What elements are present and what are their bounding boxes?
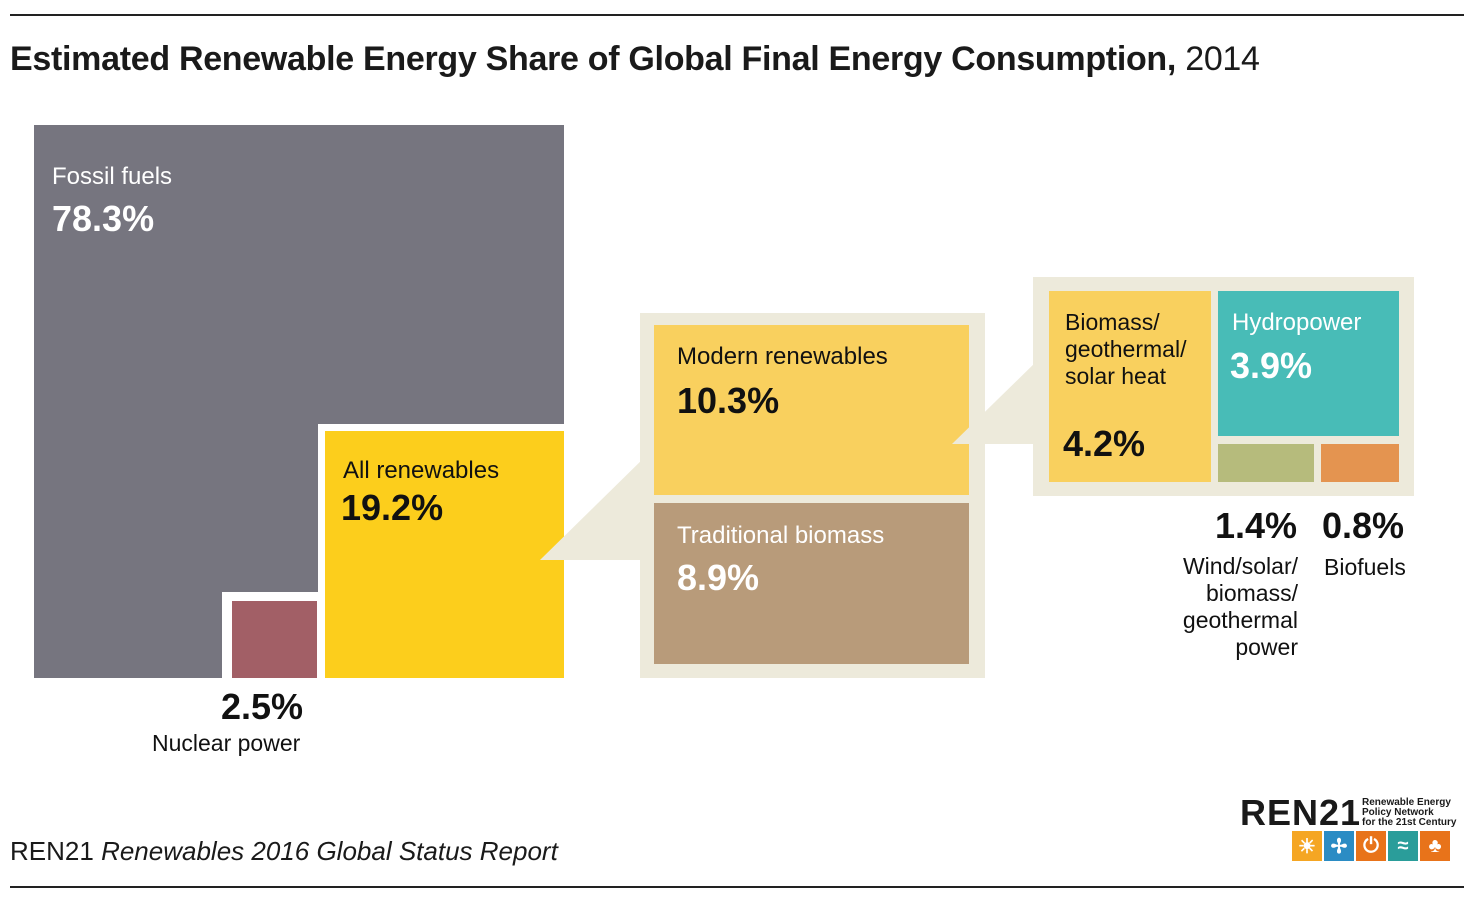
all-renewables-block [325, 431, 564, 678]
sun-icon: ☀ [1292, 831, 1322, 861]
chart-title-year: 2014 [1185, 40, 1260, 78]
renewables-callout-pointer [540, 452, 650, 560]
wind-solar-label: Wind/solar/ biomass/ geothermal power [1182, 553, 1298, 660]
heat-value: 4.2% [1063, 423, 1146, 464]
fossil-fuels-label: Fossil fuels [52, 163, 173, 190]
biofuels-label: Biofuels [1324, 554, 1406, 580]
top-rule [10, 14, 1464, 16]
ren21-logo-icons: ☀ ✢ ⏻ ≈ ♣ [1292, 831, 1450, 861]
source-report: Renewables 2016 Global Status Report [101, 836, 558, 866]
wind-turbine-icon: ✢ [1324, 831, 1354, 861]
biofuels-block [1321, 444, 1399, 482]
traditional-biomass-block [654, 503, 969, 664]
hydropower-label: Hydropower [1232, 309, 1362, 336]
leaf-icon: ♣ [1420, 831, 1450, 861]
heat-block [1049, 291, 1211, 482]
nuclear-block [232, 601, 317, 678]
nuclear-value: 2.5% [221, 686, 304, 727]
fossil-fuels-value: 78.3% [52, 198, 155, 239]
hydropower-value: 3.9% [1230, 345, 1313, 386]
traditional-biomass-label: Traditional biomass [677, 522, 885, 549]
nuclear-label: Nuclear power [152, 730, 301, 756]
power-icon: ⏻ [1356, 831, 1386, 861]
source-org: REN21 [10, 836, 94, 866]
heat-label: Biomass/ geothermal/ solar heat [1065, 309, 1187, 389]
modern-renewables-value: 10.3% [677, 380, 780, 421]
chart-title: Estimated Renewable Energy Share of Glob… [10, 40, 1260, 79]
modern-renewables-block [654, 325, 969, 495]
all-renewables-value: 19.2% [341, 487, 444, 528]
traditional-biomass-value: 8.9% [677, 557, 760, 598]
modern-renewables-label: Modern renewables [677, 343, 888, 370]
biofuels-value: 0.8% [1322, 505, 1405, 546]
bottom-rule [10, 886, 1464, 888]
chart-title-main: Estimated Renewable Energy Share of Glob… [10, 40, 1177, 78]
wind-solar-value: 1.4% [1215, 505, 1298, 546]
ren21-logo-tagline: Renewable Energy Policy Network for the … [1362, 797, 1457, 828]
all-renewables-label: All renewables [343, 457, 500, 484]
source-line: REN21 Renewables 2016 Global Status Repo… [10, 836, 558, 867]
waves-icon: ≈ [1388, 831, 1418, 861]
modern-callout-pointer [952, 358, 1040, 444]
wind-solar-block [1218, 444, 1314, 482]
ren21-logo-word: REN21 [1240, 792, 1362, 833]
hydropower-block [1218, 291, 1399, 436]
